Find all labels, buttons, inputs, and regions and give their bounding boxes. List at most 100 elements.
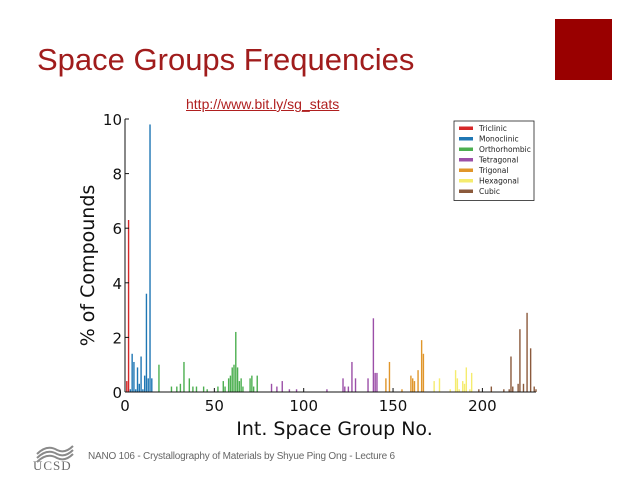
x-tick-label-200: 200 [468, 397, 497, 415]
bar-tetragonal-123 [344, 386, 346, 392]
legend-label-trigonal: Trigonal [478, 166, 508, 175]
x-tick-label-50: 50 [205, 397, 224, 415]
bar-orthorhombic-38 [192, 386, 194, 392]
bar-orthorhombic-74 [256, 375, 258, 392]
bar-monoclinic-11 [143, 375, 146, 392]
y-tick-label-4: 4 [112, 275, 122, 293]
bar-hexagonal-190 [463, 383, 466, 392]
bar-trigonal-146 [385, 378, 387, 392]
bar-orthorhombic-40 [195, 386, 198, 392]
bar-trigonal-155 [401, 389, 403, 392]
bar-orthorhombic-26 [170, 386, 173, 392]
bar-monoclinic-3 [129, 389, 132, 392]
bar-hexagonal-191 [465, 367, 468, 392]
source-link[interactable]: http://www.bit.ly/sg_stats [186, 96, 340, 112]
bar-monoclinic-5 [133, 361, 135, 392]
bar-cubic-229 [533, 386, 535, 392]
legend-swatch-hexagonal [459, 179, 473, 183]
legend-label-hexagonal: Hexagonal [479, 176, 519, 185]
bar-hexagonal-173 [433, 381, 435, 392]
bar-tetragonal-140 [374, 372, 376, 392]
bar-orthorhombic-59 [229, 375, 232, 392]
bar-cubic-223 [522, 383, 525, 392]
bar-triclinic-2 [127, 220, 130, 392]
bar-tetragonal-96 [295, 389, 298, 392]
bar-tetragonal-88 [281, 381, 283, 392]
bar-orthorhombic-44 [202, 386, 205, 392]
bar-monoclinic-7 [136, 367, 139, 392]
bar-orthorhombic-62 [235, 331, 237, 392]
bar-orthorhombic-19 [158, 364, 160, 392]
legend-swatch-triclinic [459, 126, 473, 130]
y-tick-label-2: 2 [112, 329, 122, 347]
bar-hexagonal-193 [469, 389, 471, 392]
bar-monoclinic-6 [135, 389, 137, 392]
bar-hexagonal-189 [462, 381, 464, 392]
bar-tetragonal-82 [270, 383, 273, 392]
ucsd-logo-icon [36, 445, 74, 463]
legend-label-monoclinic: Monoclinic [479, 134, 519, 143]
bar-orthorhombic-60 [231, 367, 233, 392]
bar-orthorhombic-52 [217, 386, 219, 392]
bar-tetragonal-85 [276, 386, 278, 392]
bar-orthorhombic-61 [233, 364, 235, 392]
bar-tetragonal-127 [351, 361, 353, 392]
y-tick-label-0: 0 [112, 384, 122, 402]
bar-triclinic-1 [126, 381, 128, 392]
bar-hexagonal-185 [454, 370, 457, 392]
bar-tetragonal-139 [372, 318, 375, 392]
legend-swatch-monoclinic [459, 137, 473, 141]
bar-tetragonal-113 [326, 389, 328, 392]
bar-cubic-217 [512, 386, 514, 392]
bar-trigonal-161 [412, 378, 414, 392]
bar-hexagonal-186 [456, 378, 459, 392]
bar-orthorhombic-55 [222, 381, 224, 392]
bar-cubic-225 [526, 312, 528, 392]
y-tick-label-6: 6 [112, 220, 122, 238]
bar-tetragonal-141 [376, 372, 378, 392]
bar-monoclinic-10 [142, 389, 144, 392]
legend-label-cubic: Cubic [479, 187, 500, 196]
accent-block [555, 19, 612, 80]
bar-cubic-212 [503, 389, 505, 392]
bar-cubic-215 [508, 389, 510, 392]
bar-monoclinic-14 [149, 124, 151, 393]
bar-orthorhombic-56 [224, 386, 226, 392]
legend-label-tetragonal: Tetragonal [478, 155, 518, 164]
y-tick-label-10: 10 [103, 111, 122, 129]
bar-orthorhombic-31 [179, 383, 182, 392]
bar-orthorhombic-70 [249, 378, 251, 392]
bar-monoclinic-15 [151, 378, 153, 392]
x-tick-label-100: 100 [289, 397, 318, 415]
bar-cubic-230 [535, 389, 537, 392]
bar-hexagonal-194 [470, 372, 473, 392]
bar-trigonal-166 [420, 340, 423, 392]
bar-tetragonal-92 [288, 389, 291, 392]
bar-trigonal-167 [422, 353, 425, 392]
y-axis-title: % of Compounds [77, 185, 99, 347]
bar-monoclinic-8 [138, 383, 140, 392]
slide-title: Space Groups Frequencies [37, 42, 415, 77]
x-tick-label-0: 0 [120, 397, 130, 415]
bar-cubic-198 [478, 389, 480, 392]
bar-monoclinic-12 [145, 293, 148, 392]
legend-label-triclinic: Triclinic [478, 124, 507, 133]
bar-tetragonal-125 [347, 386, 350, 392]
axes-layer: 0 50 100 150 200 0 2 4 6 8 10 Int. Space Group No.%… [77, 111, 536, 440]
bar-trigonal-162 [413, 381, 416, 392]
bar-cubic-227 [529, 348, 532, 392]
logo-text: UCSD [33, 458, 72, 473]
bar-monoclinic-4 [131, 353, 133, 392]
bar-orthorhombic-46 [206, 389, 208, 392]
bar-orthorhombic-29 [176, 386, 178, 392]
bar-monoclinic-9 [140, 356, 142, 392]
legend-swatch-trigonal [459, 168, 473, 172]
bar-tetragonal-129 [354, 378, 357, 392]
bar-orthorhombic-64 [238, 381, 241, 392]
bar-hexagonal-176 [438, 378, 441, 392]
bar-monoclinic-13 [147, 378, 149, 392]
footer-text: NANO 106 - Crystallography of Materials … [88, 451, 395, 462]
bar-cubic-220 [517, 383, 519, 392]
bar-trigonal-164 [417, 370, 419, 392]
bar-trigonal-148 [388, 361, 391, 392]
